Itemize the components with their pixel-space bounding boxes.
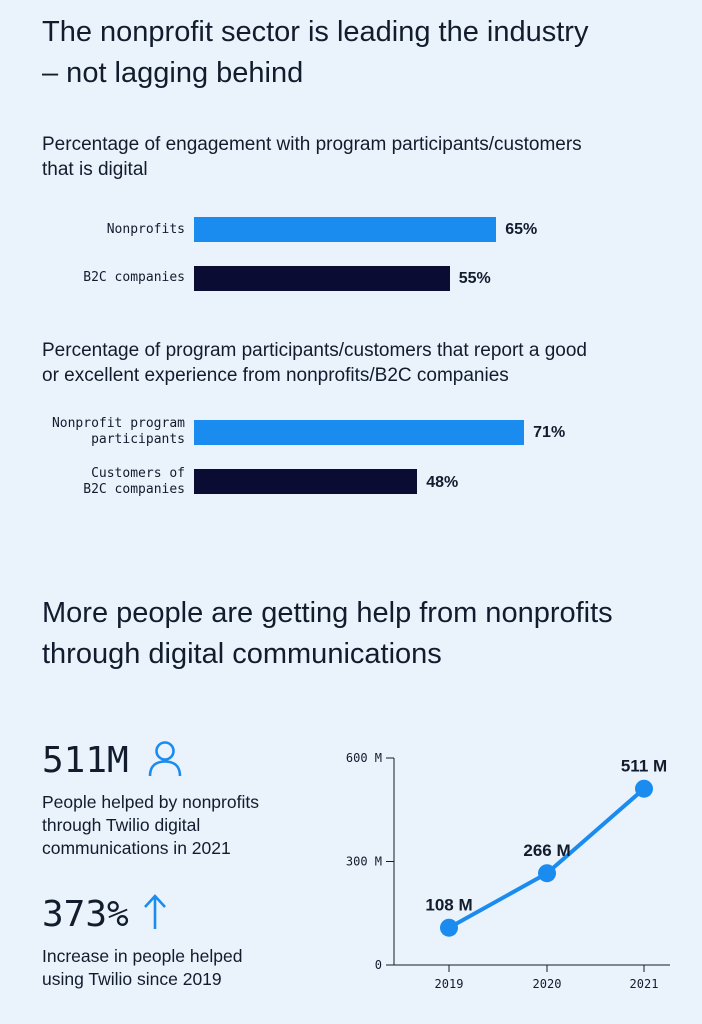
data-point-2020 — [538, 864, 556, 883]
arrow-up-icon — [142, 893, 168, 936]
person-icon — [147, 739, 183, 782]
y-tick-label-1: 300 M — [346, 855, 382, 869]
stat-people-helped-value: 511M — [42, 740, 129, 781]
bar-nonprofit-experience — [194, 420, 525, 445]
bar-value-nonprofits-engagement: 65% — [505, 221, 538, 238]
stat-people-helped-description: People helped by nonprofits through Twil… — [42, 792, 259, 858]
bar-label-b2c-companies: B2C companies — [83, 270, 185, 285]
experience-chart-title: Percentage of program participants/custo… — [42, 340, 587, 386]
data-point-2019 — [440, 918, 458, 937]
data-point-2021 — [635, 779, 653, 798]
y-tick-label-2: 600 M — [346, 751, 382, 765]
x-tick-label-2: 2021 — [630, 977, 659, 991]
y-tick-label-0: 0 — [375, 958, 382, 972]
data-label-2020: 266 M — [523, 841, 570, 860]
x-tick-label-1: 2020 — [533, 977, 562, 991]
bar-value-b2c-engagement: 55% — [458, 270, 491, 287]
bar-b2c-experience — [194, 469, 418, 494]
section-title-digital-help: More people are getting help from nonpro… — [42, 597, 613, 670]
stat-increase-value: 373% — [42, 894, 129, 935]
stat-increase-description: Increase in people helped using Twilio s… — [42, 946, 243, 989]
bar-b2c-engagement — [194, 266, 450, 291]
bar-value-b2c-experience: 48% — [426, 474, 459, 491]
data-label-2021: 511 M — [621, 757, 667, 776]
section-title-nonprofit-leading: The nonprofit sector is leading the indu… — [42, 16, 589, 89]
bar-nonprofits-engagement — [194, 217, 497, 242]
x-tick-label-0: 2019 — [435, 977, 464, 991]
bar-label-nonprofit-participants: Nonprofit program participants — [51, 416, 185, 447]
bar-value-nonprofit-experience: 71% — [533, 424, 566, 441]
engagement-chart-title: Percentage of engagement with program pa… — [42, 134, 582, 180]
people-helped-line-chart: 0 300 M 600 M 2019 2020 2021 108 M 266 M 511 M — [346, 751, 670, 991]
data-label-2019: 108 M — [425, 896, 472, 915]
bar-label-nonprofits: Nonprofits — [106, 222, 185, 237]
bar-label-b2c-customers: Customers of B2C companies — [83, 466, 185, 497]
